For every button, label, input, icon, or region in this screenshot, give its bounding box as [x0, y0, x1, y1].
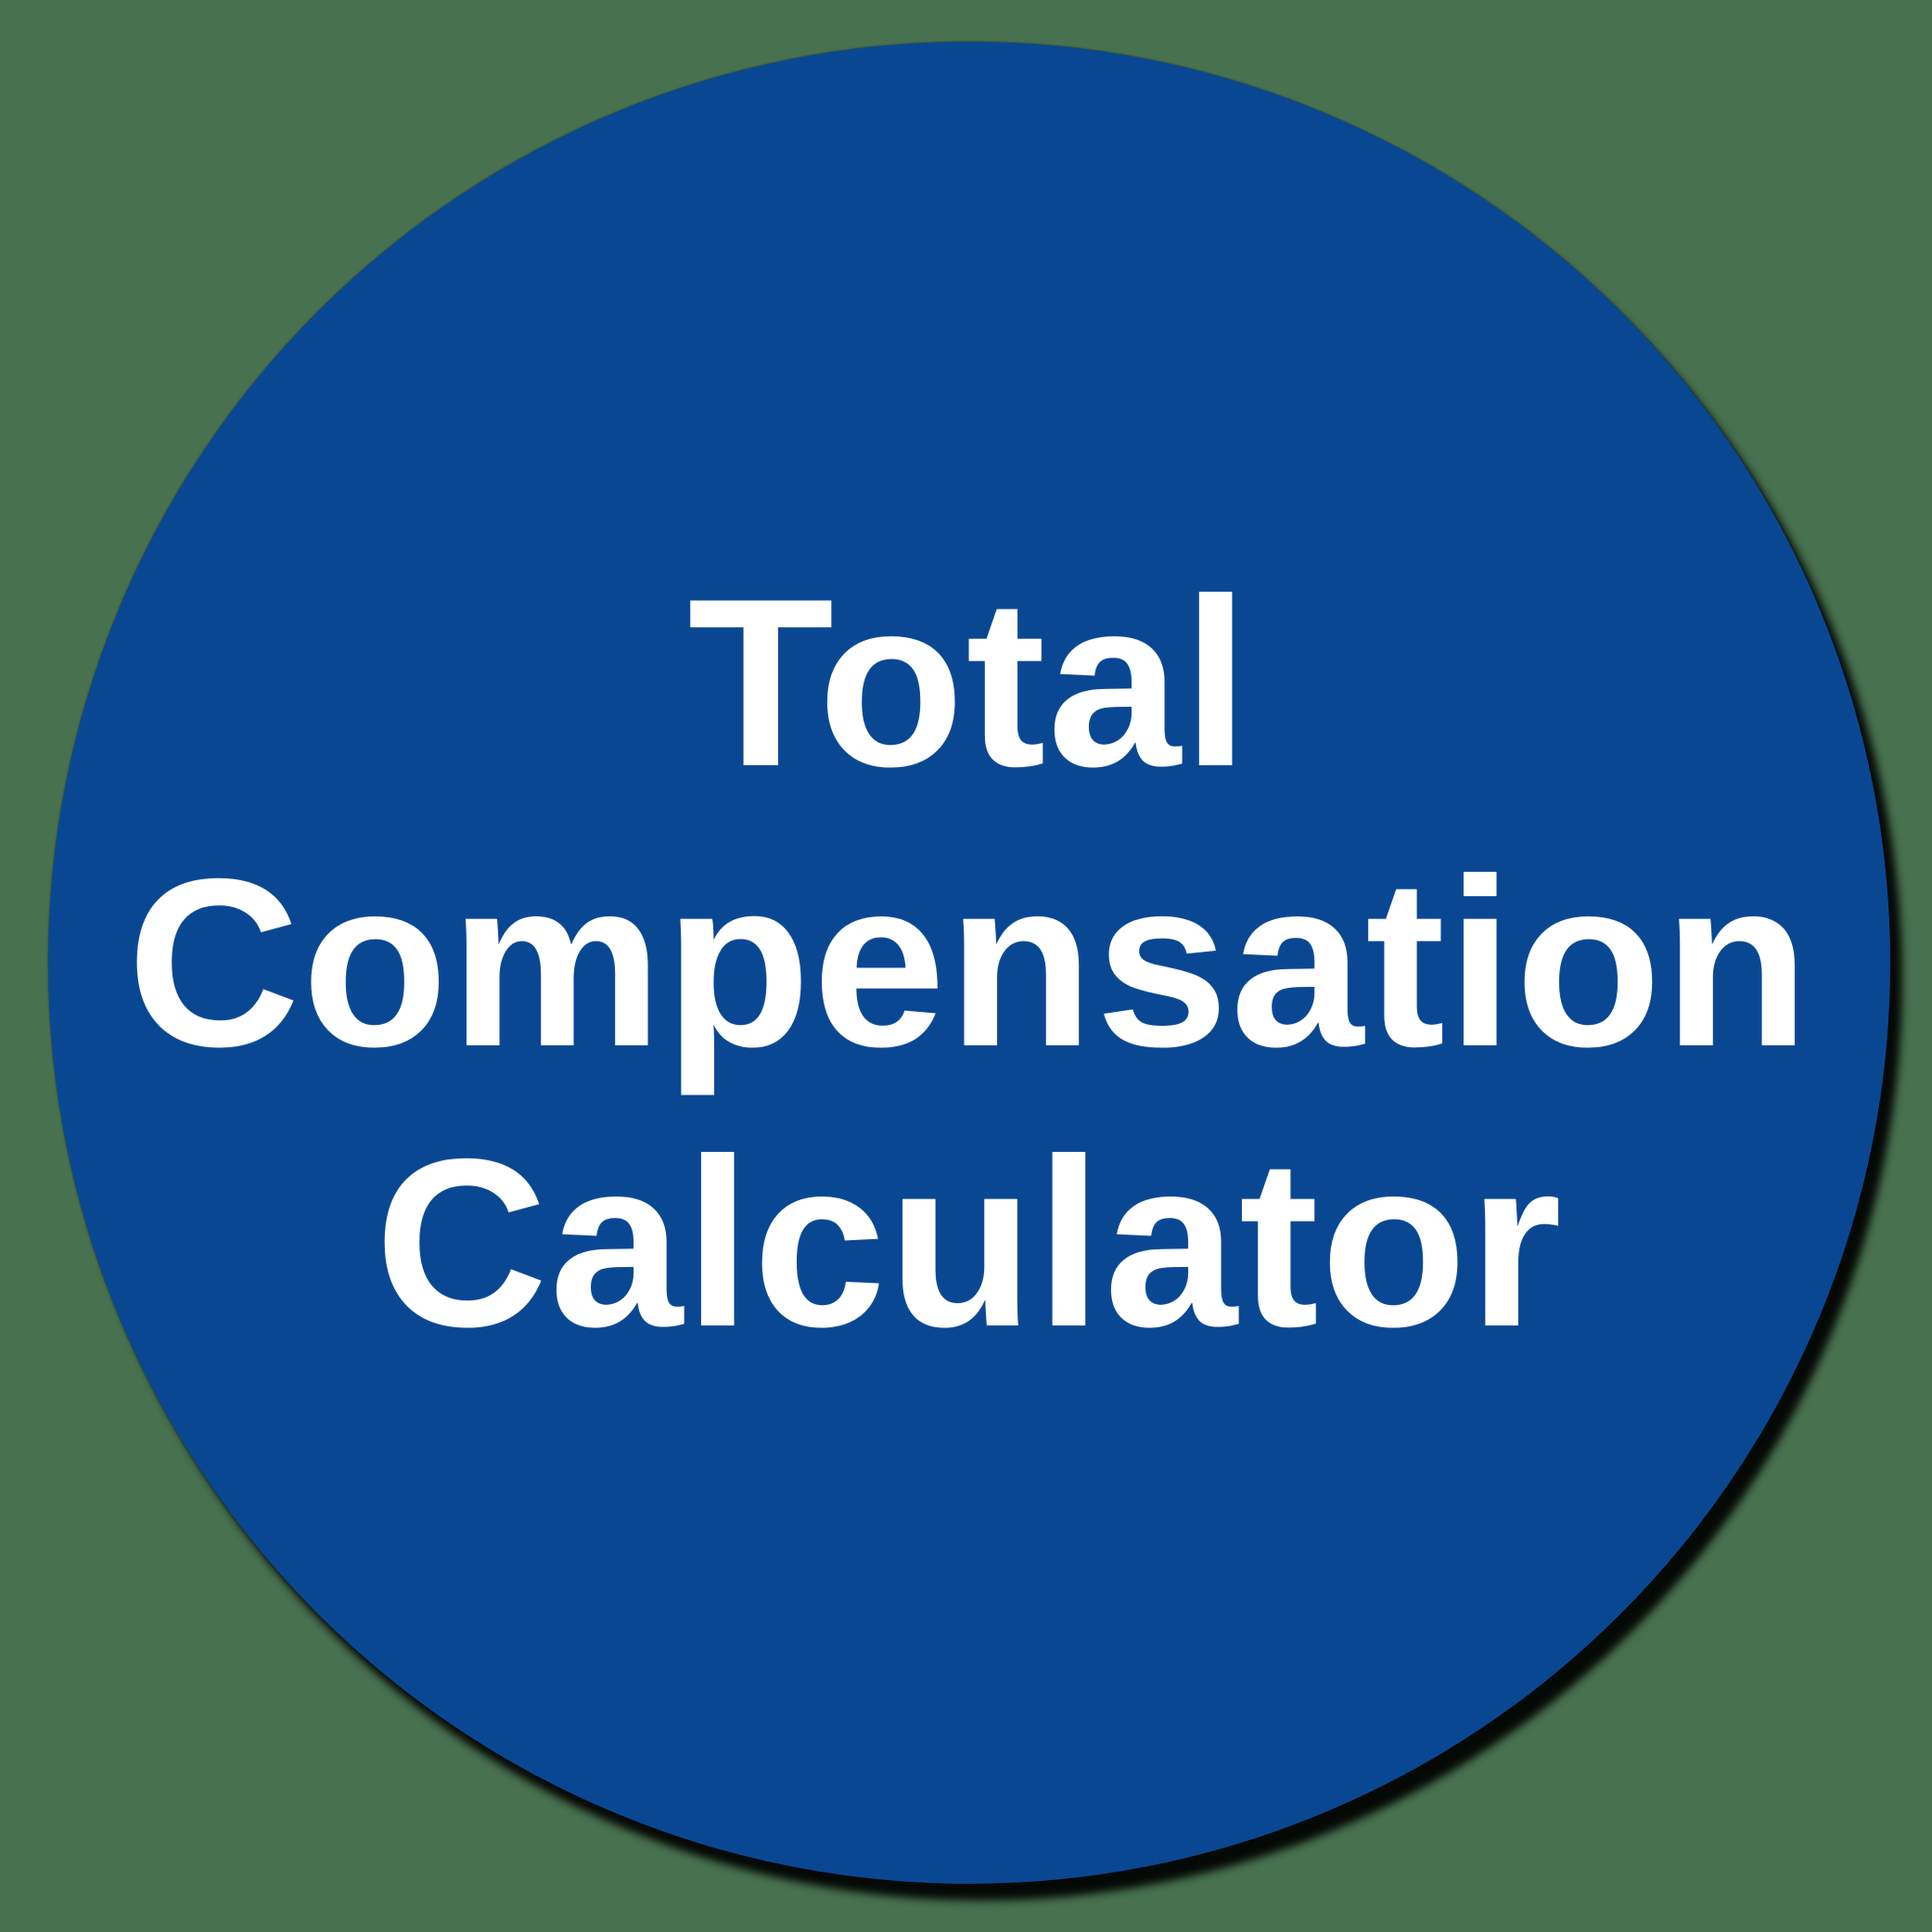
- badge-title: Total Compensation Calculator: [127, 543, 1811, 1383]
- badge-title-line-3: Calculator: [375, 1108, 1564, 1376]
- total-compensation-calculator-button[interactable]: Total Compensation Calculator: [48, 42, 1890, 1884]
- badge-title-line-2: Compensation: [127, 828, 1811, 1096]
- badge-title-line-1: Total: [687, 548, 1251, 816]
